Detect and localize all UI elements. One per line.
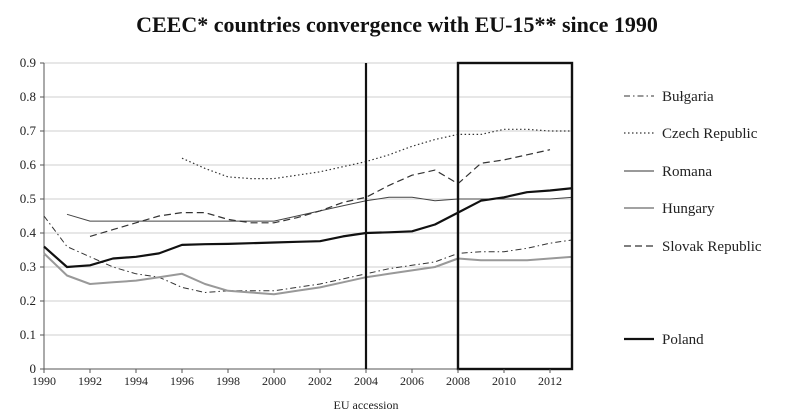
legend-label: Bułgaria: [662, 89, 714, 105]
x-tick-label: 2010: [492, 374, 516, 388]
series-lines: [44, 129, 573, 294]
y-tick-label: 0.8: [20, 89, 36, 104]
x-tick-label: 2012: [538, 374, 562, 388]
x-tick-label: 2004: [354, 374, 378, 388]
legend: Bułgaria Czech Republic Romana Hungary Slova…: [624, 89, 762, 348]
series-line-poland: [44, 188, 573, 267]
x-tick-label: 1992: [78, 374, 102, 388]
y-tick-label: 0.7: [20, 123, 37, 138]
x-tick-label: 1994: [124, 374, 148, 388]
x-axis-ticks: 1990 1992 1994 1996 1998 2000 2002 2004 2006 2008…: [32, 369, 562, 412]
x-axis-label: EU accession: [334, 398, 399, 412]
x-tick-label: 2002: [308, 374, 332, 388]
y-tick-label: 0.2: [20, 293, 36, 308]
y-tick-label: 0.5: [20, 191, 36, 206]
legend-label: Poland: [662, 332, 704, 348]
x-tick-label: 1998: [216, 374, 240, 388]
y-tick-label: 0.6: [20, 157, 37, 172]
legend-label: Czech Republic: [662, 126, 758, 142]
plot-frame: [44, 63, 573, 369]
event-markers: [366, 63, 572, 369]
series-line-czech-republic: [182, 129, 573, 178]
series-line-slovak-republic: [90, 150, 550, 237]
y-axis-ticks: 00.10.20.30.40.50.60.70.80.9: [20, 55, 44, 376]
legend-label: Romana: [662, 164, 712, 180]
x-tick-label: 2006: [400, 374, 424, 388]
x-tick-label: 2000: [262, 374, 286, 388]
series-line-hungary: [67, 197, 573, 221]
legend-label: Hungary: [662, 201, 715, 217]
y-tick-label: 0.9: [20, 55, 36, 70]
x-tick-label: 1996: [170, 374, 194, 388]
y-tick-label: 0.3: [20, 259, 36, 274]
series-line-romana: [44, 253, 573, 294]
legend-label: Slovak Republic: [662, 239, 762, 255]
x-tick-label: 2008: [446, 374, 470, 388]
highlight-box: [458, 63, 572, 369]
y-tick-label: 0.1: [20, 327, 36, 342]
y-tick-label: 0.4: [20, 225, 37, 240]
x-tick-label: 1990: [32, 374, 56, 388]
